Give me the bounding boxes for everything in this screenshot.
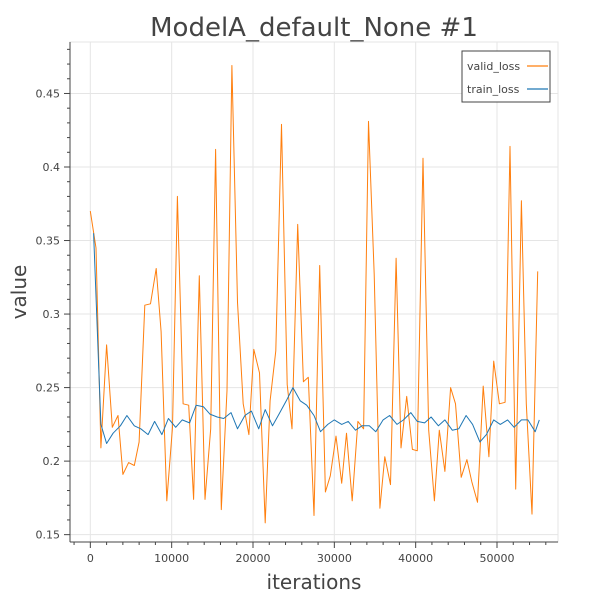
x-tick-label: 20000: [236, 552, 271, 565]
x-tick-label: 30000: [317, 552, 352, 565]
y-tick-label: 0.4: [43, 161, 61, 174]
series-line-train-loss: [93, 233, 540, 444]
series-layer: [89, 65, 540, 524]
y-tick-label: 0.35: [36, 235, 61, 248]
x-tick-label: 10000: [154, 552, 189, 565]
x-axis-label: iterations: [267, 570, 362, 594]
y-axis-label: value: [7, 265, 31, 320]
x-tick-label: 0: [87, 552, 94, 565]
legend-label-valid-loss: valid_loss: [467, 60, 520, 73]
legend-box: [461, 50, 551, 103]
legend: valid_loss train_loss: [461, 50, 551, 103]
y-tick-label: 0.45: [36, 87, 61, 100]
x-tick-label: 40000: [398, 552, 433, 565]
chart-title: ModelA_default_None #1: [150, 13, 478, 43]
y-tick-label: 0.3: [43, 308, 61, 321]
series-line-valid-loss: [89, 65, 539, 524]
legend-label-train-loss: train_loss: [467, 83, 520, 96]
plot-frame: [69, 41, 559, 543]
gridlines: [70, 42, 558, 542]
y-tick-label: 0.25: [36, 382, 61, 395]
y-tick-label: 0.2: [43, 455, 61, 468]
y-tick-label: 0.15: [36, 529, 61, 542]
axes: 0 10000 20000 30000 40000 50000 0.15 0.2 0.25 0.3…: [36, 42, 558, 565]
x-tick-label: 50000: [480, 552, 515, 565]
